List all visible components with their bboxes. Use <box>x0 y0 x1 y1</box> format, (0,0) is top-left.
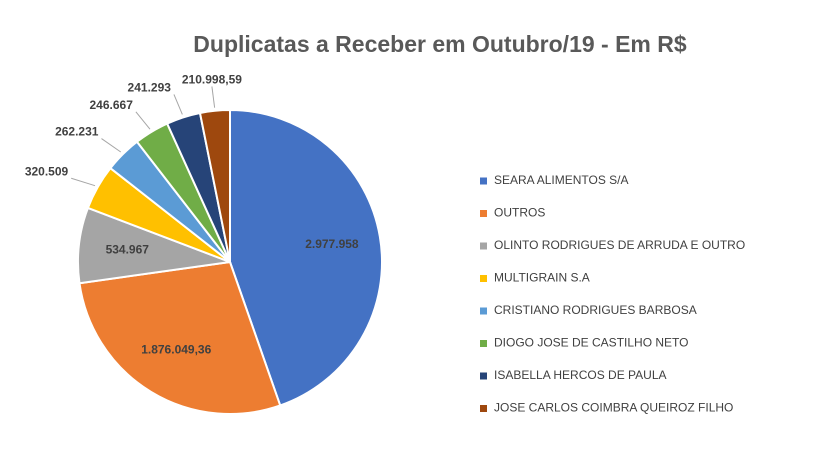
data-label: 534.967 <box>106 243 150 257</box>
data-label: 2.977.958 <box>305 237 359 251</box>
legend-label: DIOGO JOSE DE CASTILHO NETO <box>494 336 688 350</box>
leader-line <box>101 138 122 153</box>
legend-swatch <box>480 340 487 347</box>
legend-swatch <box>480 275 487 282</box>
leader-line <box>71 177 96 187</box>
legend-swatch <box>480 372 487 380</box>
legend-label: JOSE CARLOS COIMBRA QUEIROZ FILHO <box>494 401 733 415</box>
pie-slice <box>198 108 231 263</box>
data-label: 1.876.049,36 <box>141 342 211 356</box>
data-label: 241.293 <box>128 81 172 95</box>
leader-line <box>135 111 151 130</box>
chart-title: Duplicatas a Receber em Outubro/19 - Em … <box>193 31 687 57</box>
legend-swatch <box>480 210 487 217</box>
legend-label: CRISTIANO RODRIGUES BARBOSA <box>494 303 697 317</box>
legend-label: OLINTO RODRIGUES DE ARRUDA E OUTRO <box>494 238 745 252</box>
legend-swatch <box>480 307 487 315</box>
legend-label: OUTROS <box>494 206 545 220</box>
leader-line <box>173 94 183 115</box>
legend-label: SEARA ALIMENTOS S/A <box>494 173 629 187</box>
legend-label: MULTIGRAIN S.A <box>494 271 590 285</box>
leader-line <box>211 86 216 108</box>
pie-slice <box>229 108 383 407</box>
pie-slice <box>78 260 282 415</box>
legend-swatch <box>480 242 487 250</box>
legend-swatch <box>480 177 487 185</box>
data-label: 246.667 <box>89 98 133 112</box>
data-label: 320.509 <box>25 164 69 178</box>
legend-swatch <box>480 405 487 412</box>
data-label: 262.231 <box>55 125 99 139</box>
data-label: 210.998,59 <box>182 73 242 87</box>
legend-label: ISABELLA HERCOS DE PAULA <box>494 368 667 382</box>
